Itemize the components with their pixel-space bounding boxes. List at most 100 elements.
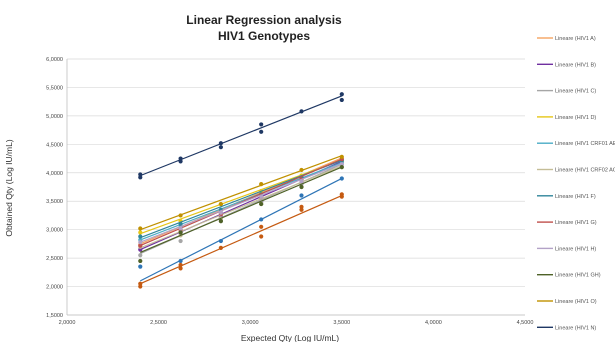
data-point: [259, 129, 264, 134]
data-point: [339, 154, 344, 159]
data-point: [218, 201, 223, 207]
data-point: [299, 204, 304, 210]
data-point: [218, 141, 223, 146]
x-tick-label: 3,5000: [333, 320, 350, 326]
legend-item: Lineare (HIV1 F): [537, 194, 596, 200]
legend-label: Lineare (HIV1 CRF01 AE): [555, 141, 615, 147]
y-tick-label: 1,5000: [46, 313, 63, 319]
legend-label: Lineare (HIV1 N): [555, 325, 596, 331]
legend-label: Lineare (HIV1 H): [555, 246, 596, 252]
data-point: [259, 234, 264, 239]
data-point: [259, 122, 264, 127]
data-point: [138, 240, 143, 245]
legend-label: Lineare (HIV1 C): [555, 89, 596, 95]
data-point: [299, 193, 304, 198]
legend-label: Lineare (HIV1 O): [555, 299, 597, 305]
data-point: [138, 284, 143, 289]
data-point: [138, 175, 143, 180]
data-series: [138, 92, 344, 289]
x-tick-label: 4,0000: [425, 320, 442, 326]
legend-item: Lineare (HIV1 G): [537, 220, 597, 226]
trend-line: [140, 159, 343, 235]
legend-label: Lineare (HIV1 GH): [555, 273, 601, 279]
legend: Lineare (HIV1 A) Lineare (HIV1 B) Lineare …: [537, 36, 615, 331]
y-tick-label: 4,0000: [46, 171, 63, 177]
y-tick-label: 2,5000: [46, 256, 63, 262]
trend-line: [140, 155, 343, 231]
series-unlabeled-1: [138, 192, 344, 289]
trend-line: [140, 165, 343, 249]
data-point: [299, 184, 304, 190]
trend-line: [140, 166, 343, 253]
data-point: [339, 164, 344, 170]
trend-line: [140, 177, 343, 282]
data-point: [178, 266, 183, 271]
data-point: [138, 264, 143, 269]
data-point: [138, 258, 143, 264]
data-point: [218, 245, 223, 250]
legend-item: Lineare (HIV1 GH): [537, 273, 601, 279]
data-point: [259, 201, 264, 207]
data-point: [178, 159, 183, 164]
data-point: [299, 109, 304, 114]
data-point: [178, 213, 183, 218]
data-point: [218, 238, 223, 244]
legend-label: Lineare (HIV1 CRF02 AG): [555, 168, 615, 174]
legend-item: Lineare (HIV1 CRF01 AE): [537, 141, 615, 147]
data-point: [339, 192, 344, 197]
legend-label: Lineare (HIV1 D): [555, 115, 596, 121]
series-unlabeled-0: [138, 176, 344, 282]
x-axis-label: Expected Qty (Log IU/mL): [241, 333, 339, 342]
data-point: [218, 219, 223, 224]
legend-item: Lineare (HIV1 O): [537, 299, 597, 305]
legend-item: Lineare (HIV1 A): [537, 36, 596, 42]
series-10: [138, 154, 344, 231]
y-tick-label: 6,0000: [46, 57, 63, 63]
legend-item: Lineare (HIV1 N): [537, 325, 596, 331]
y-tick-label: 4,5000: [46, 142, 63, 148]
data-point: [259, 182, 264, 187]
trend-line: [140, 161, 343, 241]
data-point: [259, 194, 264, 199]
x-tick-labels: 2,0000 2,5000 3,0000 3,5000 4,0000 4,5000: [59, 320, 534, 326]
y-tick-label: 3,5000: [46, 199, 63, 205]
legend-label: Lineare (HIV1 A): [555, 36, 596, 42]
data-point: [339, 92, 344, 97]
y-tick-label: 5,5000: [46, 85, 63, 91]
data-point: [178, 230, 183, 235]
y-tick-labels: 1,5000 2,0000 2,5000 3,0000 3,5000 4,0000 4,50…: [46, 57, 63, 319]
legend-item: Lineare (HIV1 D): [537, 115, 596, 121]
legend-label: Lineare (HIV1 G): [555, 220, 597, 226]
data-point: [218, 210, 223, 215]
legend-item: Lineare (HIV1 C): [537, 89, 596, 95]
data-point: [138, 230, 143, 235]
x-tick-label: 2,5000: [150, 320, 167, 326]
legend-item: Lineare (HIV1 CRF02 AG): [537, 168, 615, 174]
y-tick-label: 5,0000: [46, 114, 63, 120]
legend-label: Lineare (HIV1 F): [555, 194, 596, 200]
data-point: [259, 224, 264, 229]
data-point: [299, 167, 304, 173]
data-point: [178, 262, 183, 268]
legend-item: Lineare (HIV1 H): [537, 246, 596, 252]
data-point: [178, 238, 183, 244]
trend-line: [140, 95, 343, 177]
y-axis-label: Obtained Qty (Log IU/mL): [4, 139, 14, 236]
chart-title-line1: Linear Regression analysis: [186, 13, 342, 27]
data-point: [259, 217, 264, 222]
legend-item: Lineare (HIV1 B): [537, 62, 596, 68]
legend-label: Lineare (HIV1 B): [555, 62, 596, 68]
data-point: [138, 226, 143, 231]
y-tick-label: 2,0000: [46, 285, 63, 291]
series-11: [138, 92, 344, 180]
data-point: [178, 258, 183, 264]
data-point: [138, 243, 143, 248]
y-tick-label: 3,0000: [46, 228, 63, 234]
data-point: [178, 221, 183, 227]
chart-title-line2: HIV1 Genotypes: [218, 29, 310, 43]
data-point: [138, 234, 143, 239]
series-9: [138, 164, 344, 264]
x-tick-label: 3,0000: [242, 320, 259, 326]
trend-line: [140, 194, 343, 285]
